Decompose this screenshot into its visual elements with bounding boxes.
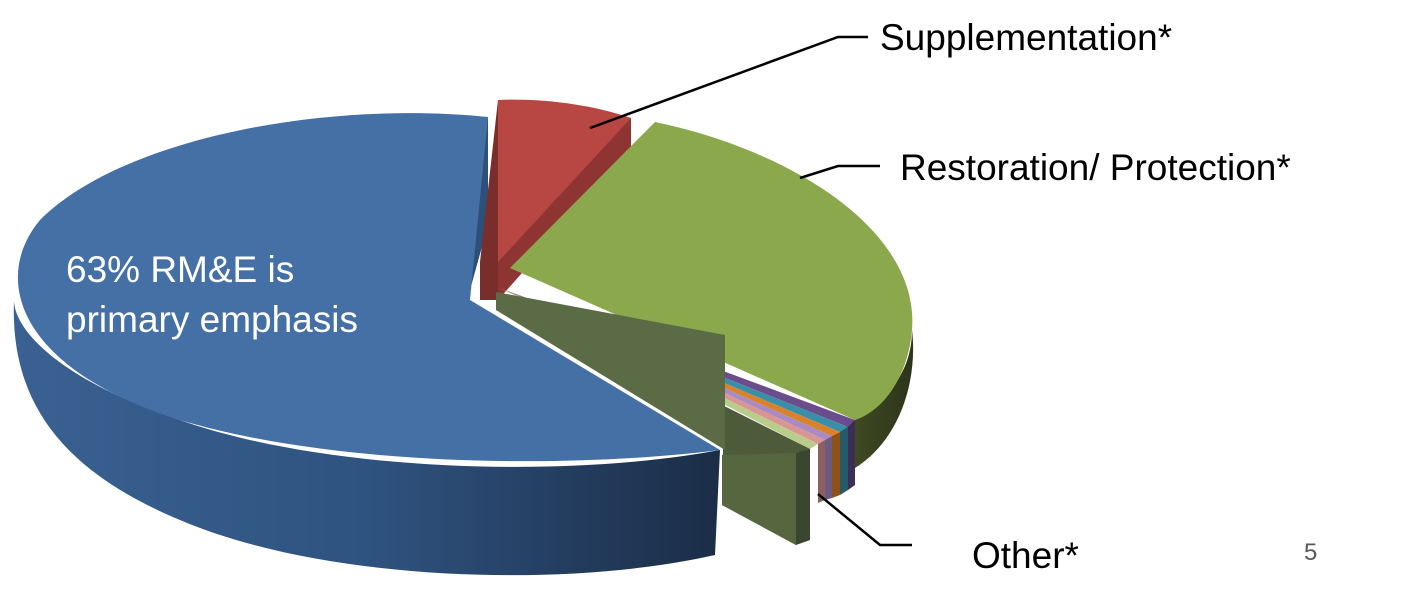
pie-slice-other — [496, 288, 855, 545]
pie-slice-restoration-top — [510, 122, 913, 420]
main-slice-label-line1: 63% RM&E is — [66, 249, 294, 290]
label-supplementation: Supplementation* — [880, 17, 1172, 58]
leader-other — [817, 493, 912, 547]
label-restoration: Restoration/ Protection* — [900, 147, 1291, 188]
leader-supplementation — [589, 35, 868, 130]
pie-slice-rme-top — [17, 113, 721, 462]
main-slice-label-line2: primary emphasis — [66, 299, 358, 340]
page-number: 5 — [1304, 539, 1317, 566]
pie-slice-supplementation-top — [498, 99, 631, 262]
leader-lines — [589, 35, 912, 547]
leader-restoration — [799, 164, 880, 180]
pie-slice-rme — [13, 113, 721, 576]
label-other: Other* — [972, 535, 1079, 576]
